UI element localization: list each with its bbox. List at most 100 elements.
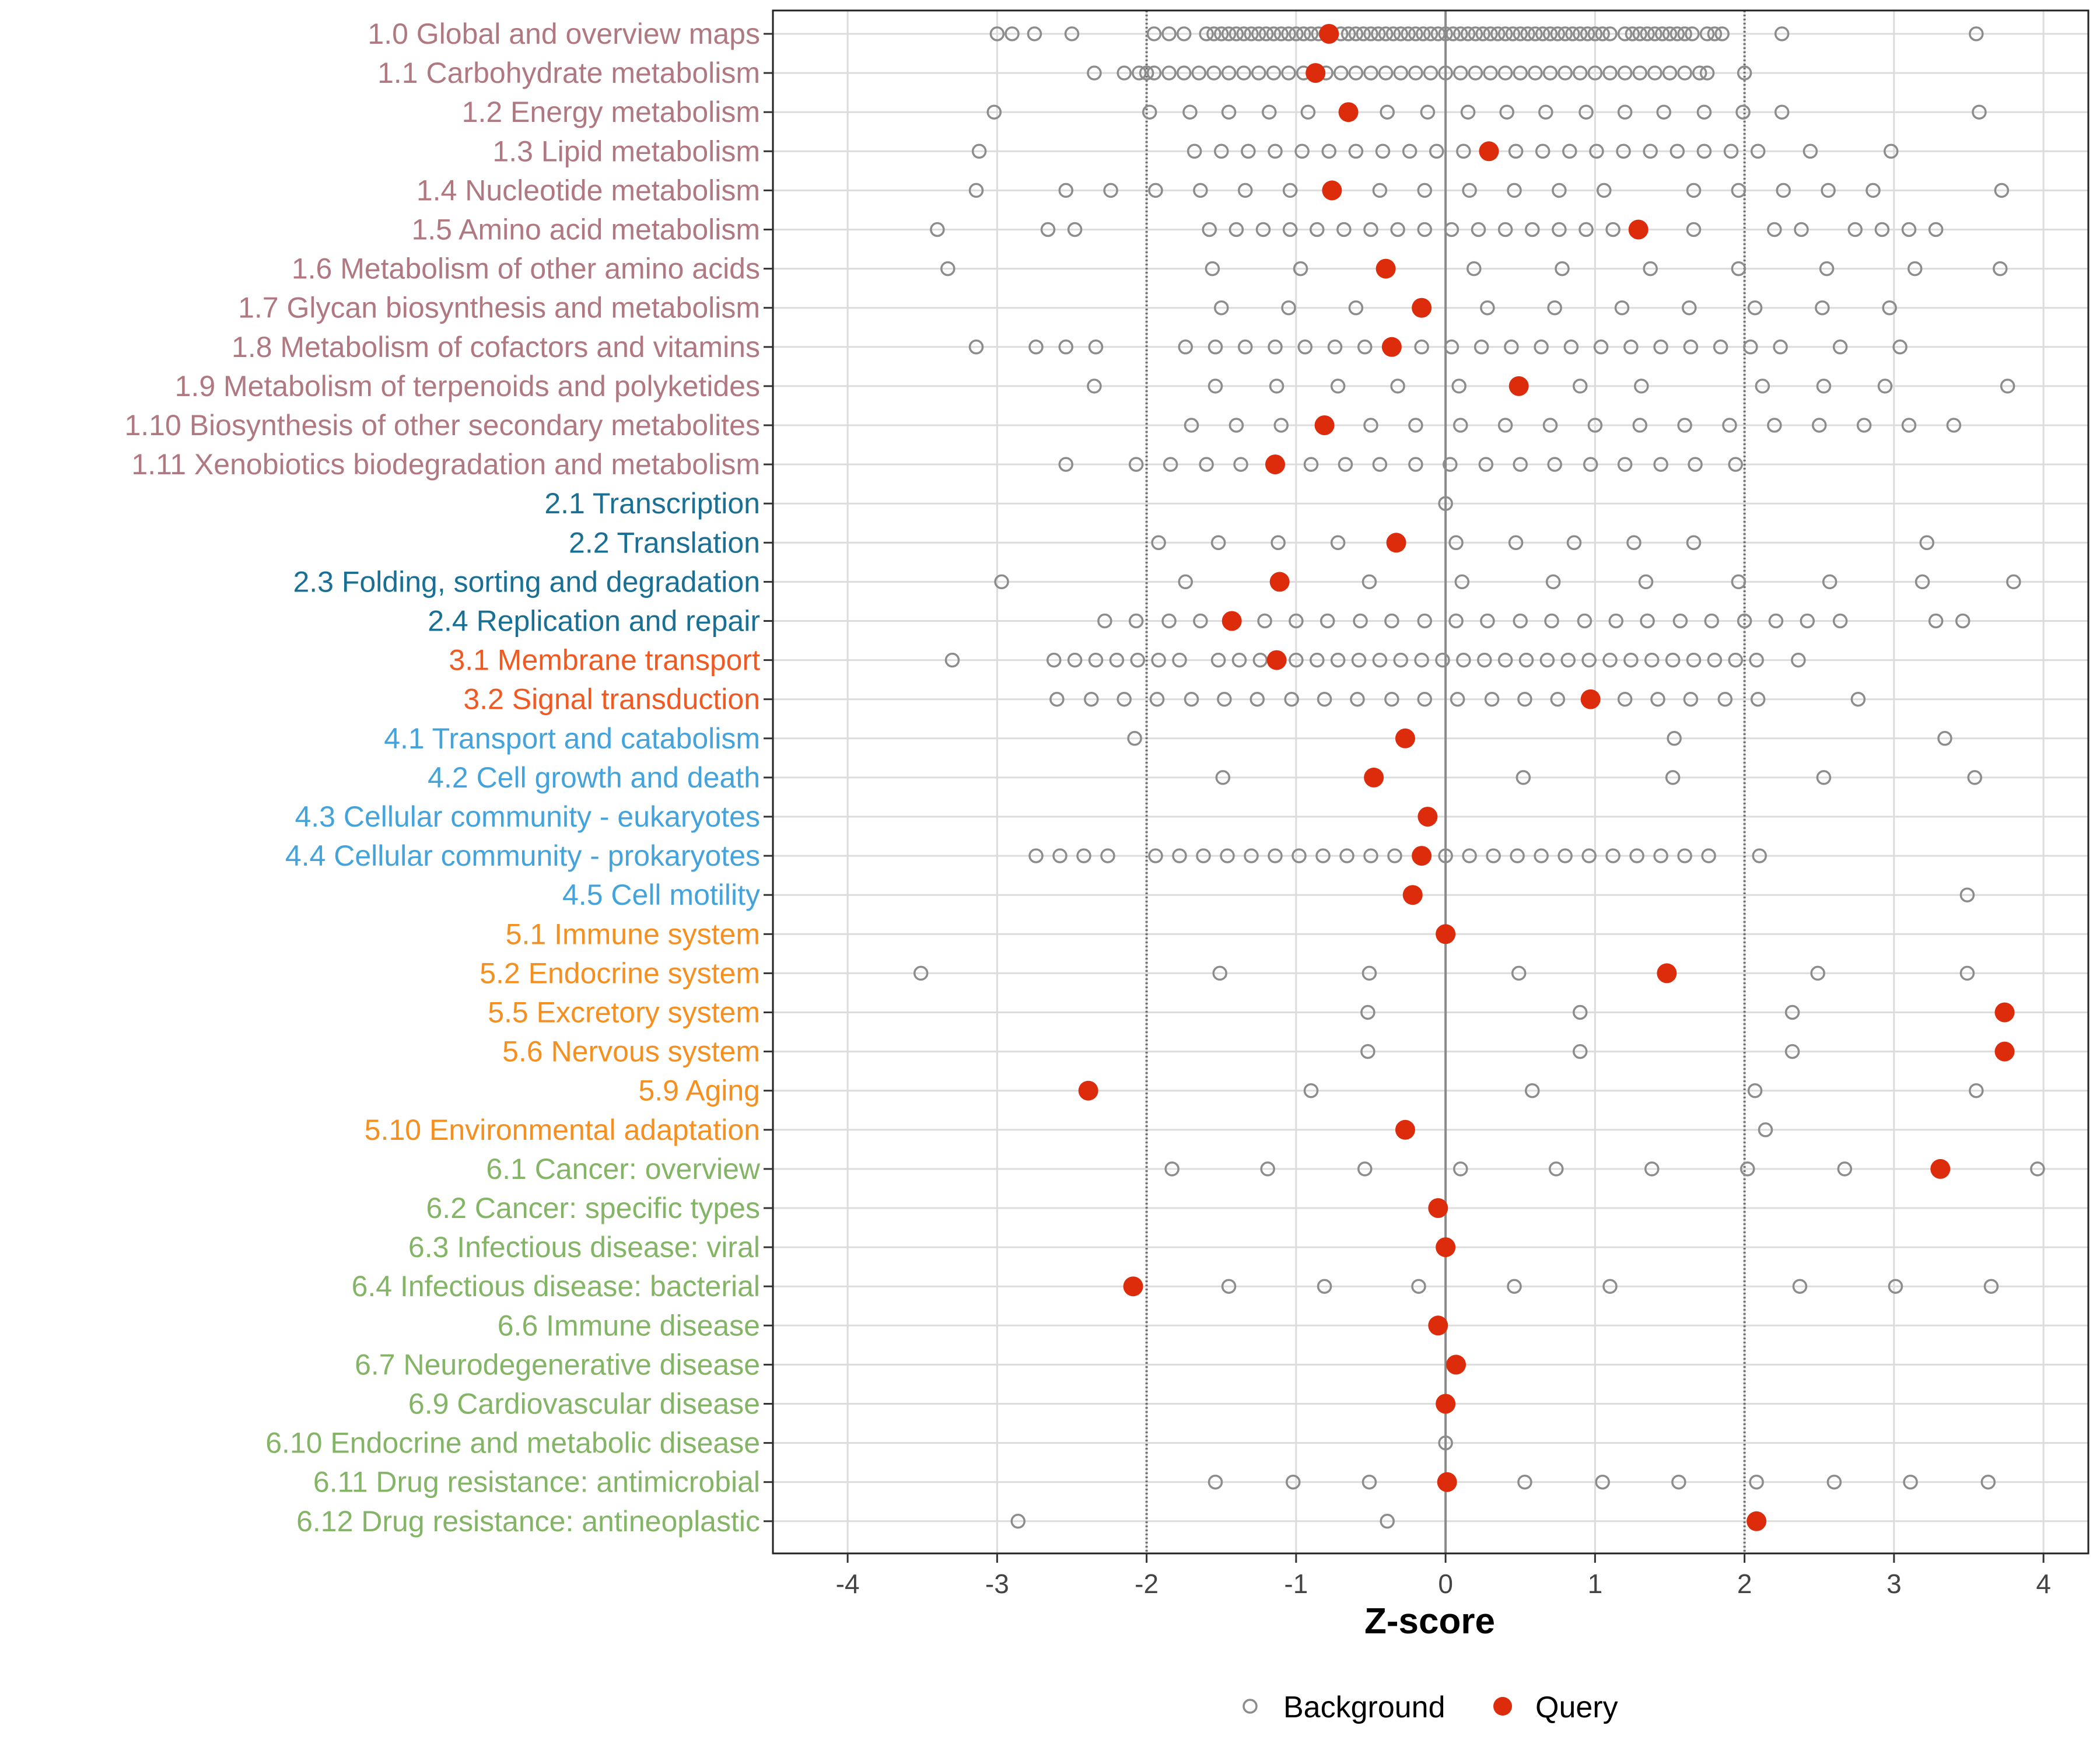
background-point xyxy=(1901,418,1917,433)
background-point xyxy=(1683,340,1699,355)
category-label: 1.6 Metabolism of other amino acids xyxy=(292,253,760,285)
background-point xyxy=(1178,574,1193,590)
background-point xyxy=(1731,261,1746,276)
background-point xyxy=(1417,691,1432,707)
background-point xyxy=(1217,691,1232,707)
background-point xyxy=(1453,1161,1468,1177)
background-point xyxy=(1088,652,1104,668)
background-point xyxy=(1116,691,1132,707)
category-label: 6.10 Endocrine and metabolic disease xyxy=(265,1427,760,1460)
background-point xyxy=(1784,1044,1800,1059)
category-label: 4.3 Cellular community - eukaryotes xyxy=(295,800,760,833)
background-point xyxy=(1310,222,1325,237)
background-point xyxy=(1468,26,1483,41)
background-point xyxy=(1595,1474,1610,1490)
background-point xyxy=(1221,1279,1237,1294)
background-point xyxy=(1497,222,1513,237)
background-point xyxy=(1874,222,1890,237)
background-point xyxy=(1408,26,1423,41)
background-point xyxy=(1699,65,1715,80)
background-point xyxy=(1737,65,1752,80)
background-point xyxy=(1221,104,1237,120)
background-point xyxy=(1360,1044,1376,1059)
background-point xyxy=(1535,26,1550,41)
background-point xyxy=(1444,222,1460,237)
background-point xyxy=(1317,1279,1332,1294)
legend: Background Query xyxy=(1242,1690,1618,1724)
background-point xyxy=(1438,1435,1453,1451)
background-point xyxy=(1587,26,1603,41)
background-point xyxy=(1241,144,1256,159)
background-point xyxy=(1650,691,1665,707)
legend-query-marker xyxy=(1493,1697,1512,1716)
background-point xyxy=(1270,535,1286,551)
query-point xyxy=(1386,533,1406,553)
background-point xyxy=(1511,965,1527,981)
category-label: 1.5 Amino acid metabolism xyxy=(411,214,760,246)
background-point xyxy=(1438,496,1453,511)
background-point xyxy=(1578,104,1594,120)
background-point xyxy=(1151,535,1166,551)
background-point xyxy=(1587,418,1603,433)
background-point xyxy=(1686,535,1702,551)
background-point xyxy=(1266,26,1282,41)
background-point xyxy=(1513,613,1528,629)
background-point xyxy=(940,261,956,276)
background-point xyxy=(1401,26,1416,41)
background-point xyxy=(1670,26,1685,41)
background-point xyxy=(1566,535,1582,551)
background-point xyxy=(1371,26,1386,41)
background-point xyxy=(1629,848,1644,863)
background-point xyxy=(1497,26,1513,41)
background-point xyxy=(1866,183,1881,198)
background-point xyxy=(1097,613,1112,629)
background-point xyxy=(1236,65,1251,80)
background-point xyxy=(1683,691,1699,707)
background-point xyxy=(1692,65,1707,80)
background-point xyxy=(1317,691,1332,707)
query-point xyxy=(1123,1276,1143,1297)
background-point xyxy=(1444,340,1460,355)
background-point xyxy=(1414,652,1429,668)
background-point xyxy=(1812,418,1827,433)
background-point xyxy=(1208,1474,1223,1490)
background-point xyxy=(1608,613,1623,629)
background-point xyxy=(1238,340,1253,355)
query-point xyxy=(1657,963,1677,984)
background-point xyxy=(1815,300,1830,316)
background-point xyxy=(2030,1161,2045,1177)
background-point xyxy=(1172,848,1187,863)
background-point xyxy=(1417,613,1432,629)
background-point xyxy=(1614,300,1630,316)
background-point xyxy=(1221,65,1237,80)
background-point xyxy=(1148,183,1163,198)
background-point xyxy=(1562,144,1577,159)
background-point xyxy=(1728,652,1743,668)
background-point xyxy=(1220,848,1235,863)
category-label: 2.1 Transcription xyxy=(544,487,760,520)
x-tick-label: -1 xyxy=(1284,1569,1308,1599)
background-point xyxy=(1573,1005,1588,1020)
background-point xyxy=(1289,26,1304,41)
background-point xyxy=(1289,652,1304,668)
background-point xyxy=(1717,691,1733,707)
background-point xyxy=(1850,691,1866,707)
background-point xyxy=(1228,222,1244,237)
background-point xyxy=(1767,418,1782,433)
background-point xyxy=(1573,65,1588,80)
background-point xyxy=(1067,222,1083,237)
background-point xyxy=(1701,848,1716,863)
plot-panel-border xyxy=(772,9,2090,1555)
background-point xyxy=(1714,26,1730,41)
query-point xyxy=(1746,1511,1767,1531)
background-point xyxy=(1142,104,1157,120)
background-point xyxy=(1128,613,1144,629)
background-point xyxy=(1231,652,1247,668)
background-point xyxy=(1282,183,1298,198)
background-point xyxy=(1450,691,1465,707)
background-point xyxy=(1516,770,1531,785)
background-point xyxy=(1901,222,1917,237)
background-point xyxy=(1005,26,1020,41)
background-point xyxy=(1602,652,1618,668)
background-point xyxy=(1595,26,1610,41)
